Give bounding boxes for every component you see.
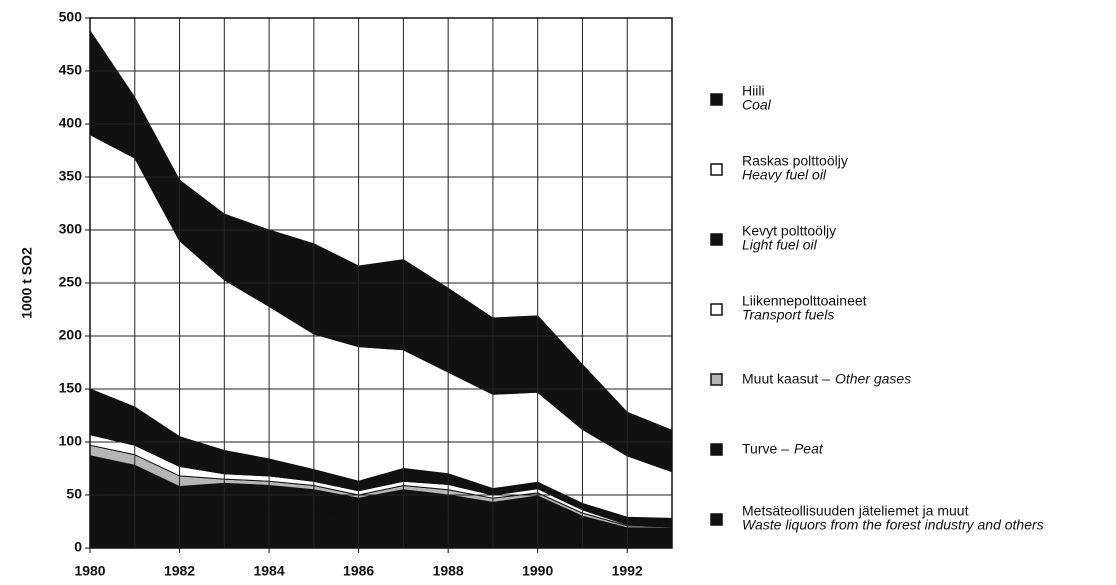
- x-tick-label: 1986: [343, 563, 374, 579]
- legend-label: Turve –: [742, 441, 789, 457]
- legend-label-en: Waste liquors from the forest industry a…: [742, 517, 1044, 533]
- x-tick-label: 1988: [433, 563, 464, 579]
- legend-label: Kevyt polttoöljy: [742, 223, 836, 239]
- legend-label-en: Coal: [742, 97, 772, 113]
- y-tick-label: 300: [59, 221, 83, 237]
- x-tick-label: 1984: [253, 563, 284, 579]
- x-tick-label: 1990: [522, 563, 553, 579]
- x-tick-label: 1980: [74, 563, 105, 579]
- legend-label-en: Transport fuels: [742, 307, 834, 323]
- y-tick-label: 200: [59, 327, 83, 343]
- y-axis-label: 1000 t SO2: [19, 247, 35, 319]
- legend-label-en: Light fuel oil: [742, 237, 818, 253]
- legend-swatch: [710, 303, 723, 316]
- legend-swatch: [710, 513, 723, 526]
- legend-label-en: Peat: [794, 441, 824, 457]
- legend-swatch: [710, 233, 723, 246]
- legend-label: Metsäteollisuuden jäteliemet ja muut: [742, 503, 969, 519]
- y-tick-label: 150: [59, 380, 83, 396]
- y-tick-label: 100: [59, 433, 83, 449]
- x-tick-label: 1982: [164, 563, 195, 579]
- legend-swatch: [710, 373, 723, 386]
- y-tick-label: 350: [59, 168, 83, 184]
- x-tick-label: 1992: [612, 563, 643, 579]
- legend-swatch: [710, 93, 723, 106]
- legend-label-en: Heavy fuel oil: [742, 167, 827, 183]
- legend-label: Liikennepolttoaineet: [742, 293, 867, 309]
- y-tick-label: 450: [59, 62, 83, 78]
- legend-label: Muut kaasut –: [742, 371, 830, 387]
- legend-label: Raskas polttoöljy: [742, 153, 848, 169]
- y-tick-label: 0: [74, 539, 82, 555]
- y-tick-label: 500: [59, 9, 83, 25]
- y-tick-label: 400: [59, 115, 83, 131]
- legend-label: Hiili: [742, 83, 765, 99]
- legend-swatch: [710, 163, 723, 176]
- legend-swatch: [710, 443, 723, 456]
- y-tick-label: 50: [66, 486, 82, 502]
- y-tick-label: 250: [59, 274, 83, 290]
- legend-label-en: Other gases: [835, 371, 911, 387]
